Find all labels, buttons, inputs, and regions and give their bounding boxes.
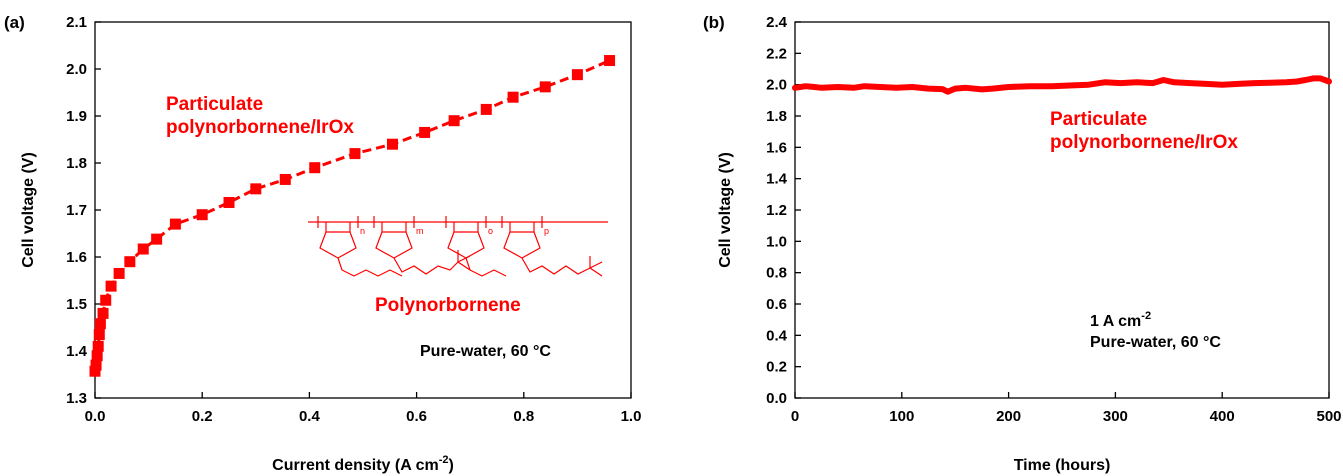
chart-b: 0.00.20.40.60.81.01.21.41.61.82.02.22.4 …: [717, 14, 1342, 474]
subscript-n: n: [360, 226, 365, 236]
chart-a-point-22: [448, 115, 460, 127]
chart-b-xtick-label-2: 200: [996, 408, 1021, 425]
chart-b-plot-frame: [794, 21, 1330, 399]
chart-a-point-11: [137, 243, 149, 255]
chart-b-condition-line1-sup: -2: [1141, 310, 1151, 322]
repeat-unit-o: o: [445, 216, 507, 277]
chart-a-ytick-label-7: 2.0: [66, 61, 87, 78]
chart-a-point-21: [419, 126, 431, 138]
panel-a-label: (a): [4, 13, 25, 32]
panel-b-label: (b): [703, 13, 725, 32]
chart-a: 1.3 1.4 1.5 1.6 1.7 1.8 1.9 2.0 2.1 0.0 0.2 0.4 0.6…: [20, 14, 641, 474]
chart-a-point-26: [571, 69, 583, 81]
chart-b-xtick-label-5: 500: [1316, 408, 1341, 425]
chart-a-annotation-line1: Particulate: [166, 94, 263, 115]
chart-a-ytick-label-8: 2.1: [66, 14, 87, 31]
chart-a-point-4: [93, 329, 105, 341]
chart-a-point-16: [250, 183, 262, 195]
chart-b-annotation-line2: polynorbornene/IrOx: [1050, 132, 1238, 153]
chart-b-ytick-label-0: 0.0: [766, 390, 787, 407]
chart-b-ytick-label-12: 2.4: [766, 14, 788, 31]
chart-a-point-7: [100, 294, 112, 306]
chart-a-ytick-label-5: 1.8: [66, 155, 87, 172]
chart-b-condition-line1: 1 A cm-2: [1090, 310, 1151, 330]
chart-b-ytick-label-3: 0.6: [766, 296, 787, 313]
chart-a-xtick-label-1: 0.2: [192, 408, 213, 425]
chart-a-xlabel-sup: -2: [439, 454, 449, 466]
chart-b-ytick-label-1: 0.2: [766, 359, 787, 376]
repeat-unit-p: p: [501, 216, 603, 277]
chart-a-point-24: [507, 91, 519, 103]
chart-b-ytick-label-8: 1.6: [766, 139, 787, 156]
chart-a-point-5: [94, 318, 106, 330]
chart-b-ytick-label-10: 2.0: [766, 77, 787, 94]
chart-b-annotation-line1: Particulate: [1050, 109, 1147, 130]
chart-a-ylabel: Cell voltage (V): [20, 152, 37, 268]
subscript-m: m: [416, 226, 424, 236]
chart-b-ylabel: Cell voltage (V): [717, 152, 734, 268]
chart-a-point-0: [89, 365, 101, 377]
repeat-unit-m: m: [373, 216, 471, 275]
chart-a-point-13: [169, 218, 181, 230]
chart-b-ytick-label-7: 1.4: [766, 171, 788, 188]
chart-b-ytick-label-11: 2.2: [766, 45, 787, 62]
chart-a-ytick-label-6: 1.9: [66, 108, 87, 125]
chart-a-ytick-label-1: 1.4: [66, 343, 88, 360]
chart-b-ytick-label-5: 1.0: [766, 233, 787, 250]
chart-b-ytick-label-6: 1.2: [766, 202, 787, 219]
subscript-p: p: [544, 226, 549, 236]
chart-a-point-23: [480, 103, 492, 115]
chart-a-ytick-label-0: 1.3: [66, 390, 87, 407]
chart-a-structure-label: Polynorbornene: [375, 295, 521, 316]
chart-a-xtick-label-0: 0.0: [85, 408, 106, 425]
chart-a-point-3: [92, 340, 104, 352]
chart-b-xtick-label-3: 300: [1103, 408, 1128, 425]
chart-a-xtick-label-3: 0.6: [406, 408, 427, 425]
chart-a-point-1: [90, 359, 102, 371]
repeat-unit-n: n: [317, 216, 403, 277]
chart-a-xlabel-end: ): [449, 457, 454, 474]
chart-a-annotation-line2: polynorbornene/IrOx: [166, 117, 354, 138]
chart-a-condition: Pure-water, 60 °C: [420, 343, 551, 360]
chart-a-point-12: [151, 233, 163, 245]
chart-a-point-14: [196, 209, 208, 221]
chart-a-xtick-label-2: 0.4: [299, 408, 321, 425]
chart-a-point-15: [223, 196, 235, 208]
chart-a-point-10: [124, 256, 136, 268]
chart-a-point-27: [604, 55, 616, 67]
chart-a-xtick-label-5: 1.0: [621, 408, 642, 425]
chart-a-ytick-label-4: 1.7: [66, 202, 87, 219]
chart-b-series-line: [792, 75, 1332, 95]
chart-a-point-2: [91, 350, 103, 362]
chart-a-ytick-label-3: 1.6: [66, 249, 87, 266]
chart-b-xlabel: Time (hours): [1014, 457, 1111, 474]
chart-b-xtick-label-4: 400: [1210, 408, 1235, 425]
chart-a-xlabel: Current density (A cm-2): [272, 454, 454, 474]
polynorbornene-structure: n m o: [308, 216, 608, 277]
chart-a-point-8: [105, 280, 117, 292]
chart-a-point-17: [279, 173, 291, 185]
chart-b-ytick-label-4: 0.8: [766, 265, 787, 282]
chart-b-condition-line1-main: 1 A cm: [1090, 313, 1141, 330]
chart-a-xtick-label-4: 0.8: [513, 408, 534, 425]
chart-a-ytick-label-2: 1.5: [66, 296, 87, 313]
chart-a-point-25: [539, 81, 551, 93]
chart-b-xtick-label-1: 100: [889, 408, 914, 425]
chart-a-point-9: [113, 267, 125, 279]
chart-a-point-19: [349, 148, 361, 160]
chart-b-ytick-label-9: 1.8: [766, 108, 787, 125]
subscript-o: o: [488, 226, 493, 236]
chart-b-condition-line2: Pure-water, 60 °C: [1090, 334, 1221, 351]
chart-a-point-6: [97, 307, 109, 319]
chart-b-ytick-label-2: 0.4: [766, 327, 788, 344]
chart-a-point-18: [309, 162, 321, 174]
chart-b-xtick-label-0: 0: [791, 408, 799, 425]
chart-a-xlabel-main: Current density (A cm: [272, 457, 439, 474]
chart-a-plot-frame: [94, 21, 632, 399]
chart-a-point-20: [386, 138, 398, 150]
